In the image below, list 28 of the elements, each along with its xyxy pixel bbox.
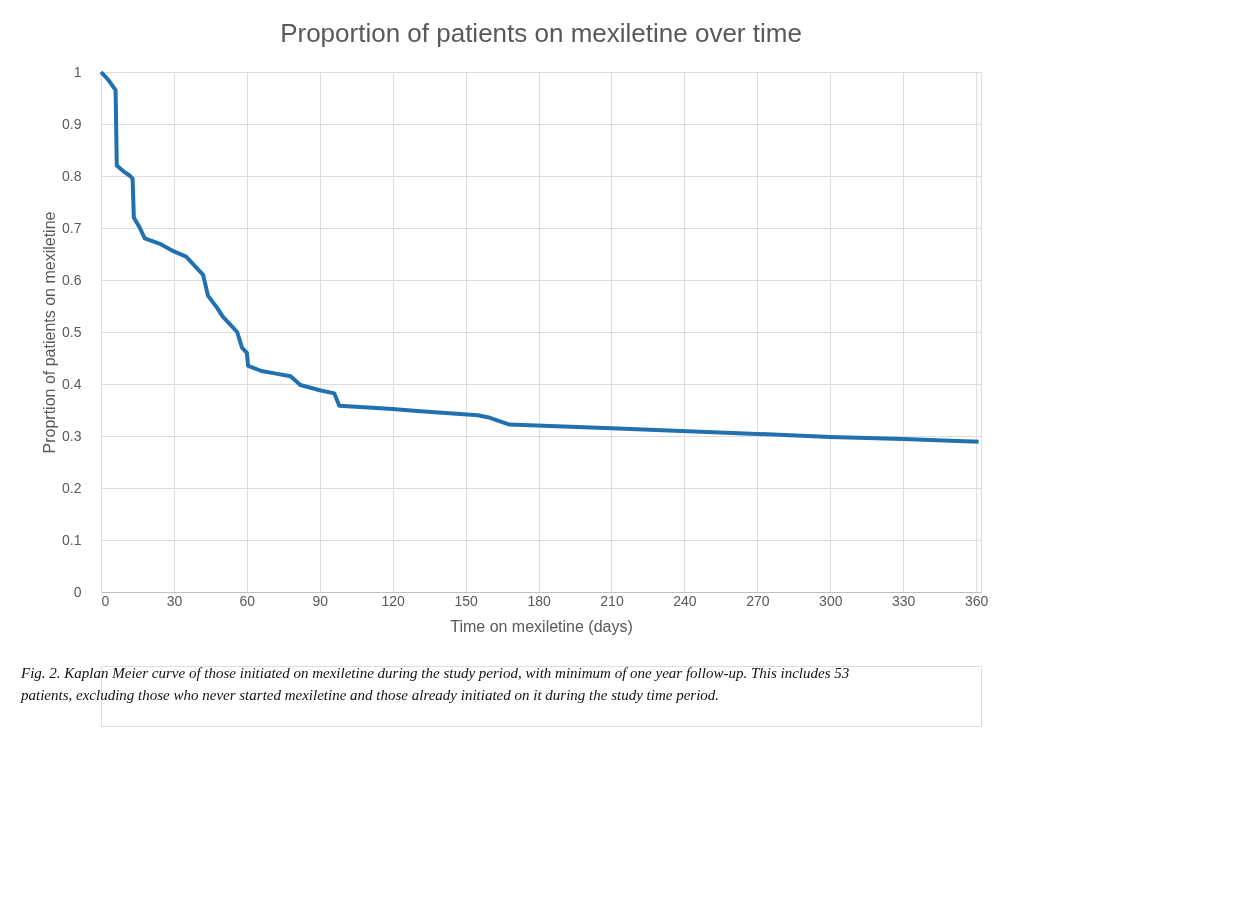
y-tick-label: 0.3 [62,427,82,444]
y-tick-label: 1 [73,63,82,80]
chart-title: Proportion of patients on mexiletine over time [280,18,802,48]
x-tick-label: 60 [239,592,256,609]
x-tick-label: 30 [166,592,183,609]
x-tick-label: 0 [101,592,110,609]
y-tick-label: 0.6 [62,271,82,288]
y-axis-title: Proprtion of patients on mexiletine [41,211,59,454]
x-tick-label: 360 [964,592,989,609]
x-tick-label: 270 [746,592,770,609]
y-tick-label: 0.8 [62,167,82,184]
x-tick-label: 180 [527,592,551,609]
y-tick-label: 0.5 [62,323,82,340]
y-tick-label: 0.4 [62,375,82,392]
x-tick-label: 120 [381,592,406,609]
caption: Fig. 2. Kaplan Meier curve of those initiated on mexiletine during the study period, with minimum of one year follow-up. This includes 53 patients, excluding those who never started mexiletine and those already initiated on it during the study time period. [20,665,850,703]
x-tick-label: 300 [819,592,843,609]
x-tick-label: 210 [600,592,624,609]
y-tick-label: 0.1 [62,531,82,548]
y-tick-label: 0.9 [62,115,82,132]
x-axis-title: Time on mexiletine (days) [450,617,633,635]
line-series [99,70,981,444]
x-tick-label: 330 [892,592,916,609]
y-tick-label: 0.7 [62,219,82,236]
x-tick-label: 90 [312,592,329,609]
x-tick-label: 150 [454,592,479,609]
x-tick-label: 240 [673,592,697,609]
y-tick-label: 0.2 [62,479,82,496]
